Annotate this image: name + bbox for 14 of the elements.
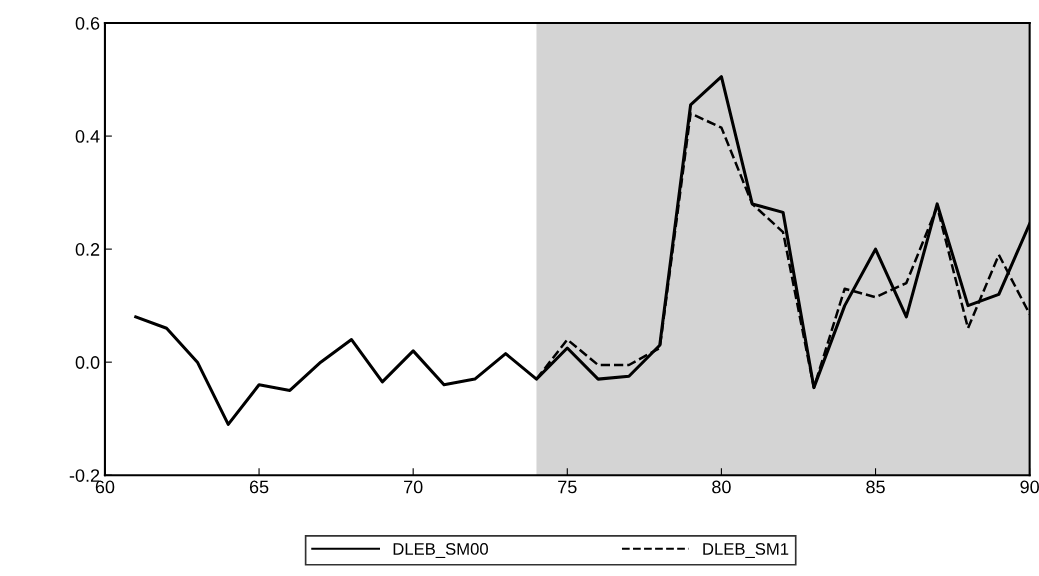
y-tick-label: 0.4 [75, 130, 100, 143]
y-tick-label: 0.6 [75, 16, 100, 30]
legend-label: DLEB_SM1 [703, 543, 789, 558]
y-tick-label: 0.2 [75, 243, 100, 256]
x-tick-label: 90 [1020, 480, 1039, 494]
x-tick-label: 75 [558, 480, 577, 494]
x-tick-label: 80 [712, 480, 731, 494]
legend-label: DLEB_SM00 [393, 543, 488, 558]
x-tick-label: 70 [404, 480, 423, 494]
x-tick-label: 60 [95, 480, 115, 494]
y-tick-label: -0.2 [69, 469, 100, 482]
x-tick-label: 65 [249, 480, 269, 494]
x-tick-label: 85 [866, 480, 885, 494]
y-tick-label: 0.0 [75, 356, 100, 369]
